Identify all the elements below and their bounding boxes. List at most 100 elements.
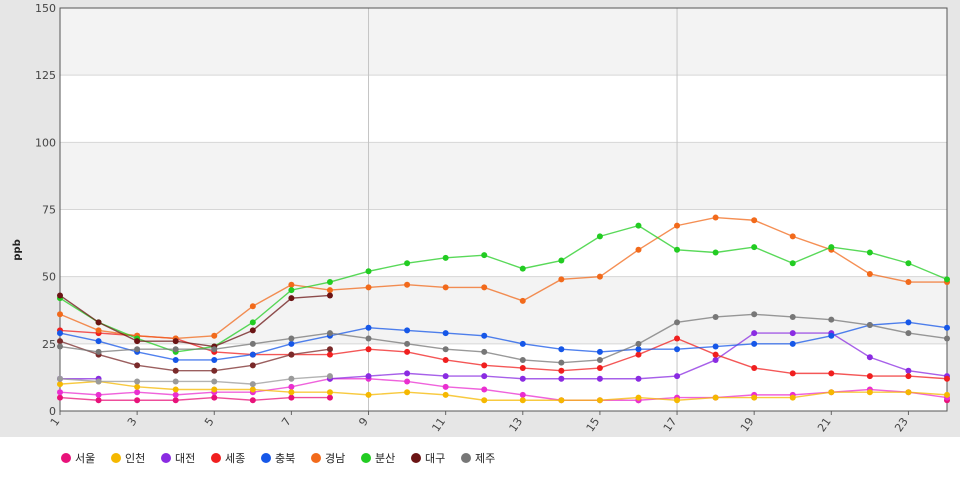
data-point <box>134 346 141 353</box>
data-point <box>172 338 179 345</box>
y-tick-label: 50 <box>42 271 56 284</box>
data-point <box>944 276 950 283</box>
data-point <box>57 338 63 345</box>
data-point <box>326 389 333 396</box>
data-point <box>57 389 63 396</box>
legend-label[interactable]: 서울 <box>75 452 95 465</box>
data-point <box>95 397 102 404</box>
data-point <box>172 367 179 374</box>
legend-label[interactable]: 충북 <box>275 452 295 465</box>
legend-marker <box>461 453 471 463</box>
data-point <box>172 378 179 385</box>
data-point <box>288 351 295 358</box>
data-point <box>365 373 372 380</box>
series-line <box>59 396 330 401</box>
data-point <box>789 340 796 347</box>
series-line <box>59 224 948 353</box>
data-point <box>751 330 758 337</box>
data-point <box>789 370 796 377</box>
data-point <box>751 311 758 318</box>
data-point <box>404 378 411 385</box>
data-point <box>404 389 411 396</box>
data-point <box>674 397 681 404</box>
data-point <box>519 365 526 372</box>
data-point <box>828 370 835 377</box>
data-point <box>249 327 256 334</box>
legend-label[interactable]: 경남 <box>325 452 345 465</box>
data-point <box>789 233 796 240</box>
data-point <box>751 394 758 401</box>
data-point <box>635 340 642 347</box>
y-tick-label: 0 <box>49 405 56 418</box>
data-point <box>481 332 488 339</box>
data-point <box>596 348 603 355</box>
data-point <box>866 389 873 396</box>
data-point <box>404 370 411 377</box>
data-point <box>596 233 603 240</box>
data-point <box>712 249 719 256</box>
legend-label[interactable]: 대구 <box>425 452 445 465</box>
data-point <box>674 346 681 353</box>
data-point <box>635 222 642 229</box>
data-point <box>789 394 796 401</box>
data-point <box>288 375 295 382</box>
data-point <box>211 367 218 374</box>
data-point <box>249 386 256 393</box>
data-point <box>249 303 256 310</box>
data-point <box>134 362 141 369</box>
data-point <box>866 322 873 329</box>
data-point <box>481 397 488 404</box>
data-point <box>944 335 950 342</box>
data-point <box>326 292 333 299</box>
data-point <box>635 375 642 382</box>
legend-label[interactable]: 인천 <box>125 451 145 465</box>
plot-border <box>59 7 948 412</box>
data-point <box>866 249 873 256</box>
data-point <box>365 335 372 342</box>
data-point <box>596 273 603 280</box>
data-point <box>442 383 449 390</box>
data-point <box>596 397 603 404</box>
series-line <box>59 375 331 385</box>
data-point <box>288 394 295 401</box>
data-point <box>481 252 488 259</box>
data-point <box>635 394 642 401</box>
data-point <box>95 327 102 334</box>
legend-label[interactable]: 분산 <box>375 452 395 465</box>
legend-marker <box>161 453 171 463</box>
data-point <box>172 397 179 404</box>
data-point <box>326 287 333 294</box>
data-point <box>288 383 295 390</box>
data-point <box>905 367 912 374</box>
data-point <box>789 260 796 267</box>
legend-label[interactable]: 세종 <box>225 452 245 465</box>
data-point <box>404 281 411 288</box>
data-point <box>866 373 873 380</box>
data-point <box>442 346 449 353</box>
legend-label[interactable]: 제주 <box>475 452 495 465</box>
data-point <box>635 351 642 358</box>
data-point <box>404 348 411 355</box>
data-point <box>95 378 102 385</box>
data-point <box>944 375 950 382</box>
data-point <box>288 340 295 347</box>
data-point <box>211 356 218 363</box>
data-point <box>905 330 912 337</box>
data-point <box>57 311 63 318</box>
data-point <box>57 343 63 350</box>
data-point <box>365 391 372 398</box>
series-line <box>59 313 948 364</box>
data-point <box>249 362 256 369</box>
legend-marker <box>211 453 221 463</box>
data-point <box>558 276 565 283</box>
y-tick-label: 100 <box>35 136 56 149</box>
legend-label[interactable]: 대전 <box>175 452 195 465</box>
data-point <box>365 346 372 353</box>
data-point <box>57 375 63 382</box>
data-point <box>905 389 912 396</box>
data-point <box>674 246 681 253</box>
data-point <box>944 324 950 331</box>
data-point <box>134 383 141 390</box>
